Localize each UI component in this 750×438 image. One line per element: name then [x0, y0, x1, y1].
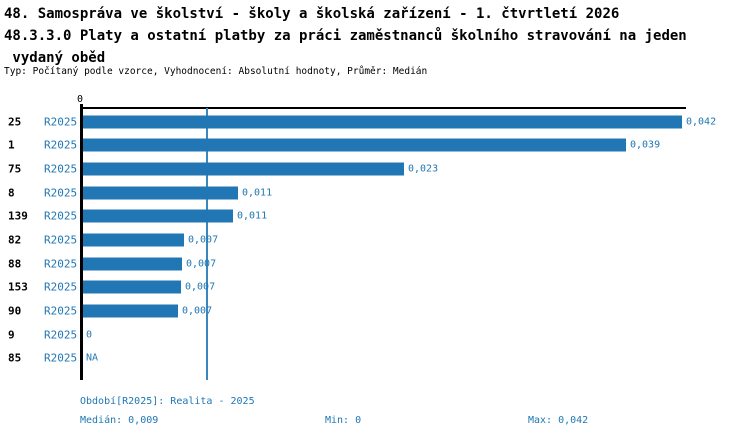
chart-row: 8 R2025 0,011 [0, 181, 750, 205]
series-label: R2025 [44, 162, 78, 176]
footer-max-label: Max: 0,042 [528, 415, 589, 426]
bar [83, 162, 404, 176]
x-axis-top-line [81, 107, 686, 109]
bar [83, 209, 233, 223]
bar-value-label: 0,023 [408, 163, 439, 175]
row-category-label: 139 [8, 209, 28, 223]
footer-period-label: Období[R2025]: Realita - 2025 [80, 396, 255, 407]
row-category-label: 153 [8, 280, 28, 294]
series-label: R2025 [44, 115, 78, 129]
row-category-label: 25 [8, 115, 22, 129]
page-title-line1: 48. Samospráva ve školství - školy a ško… [4, 6, 620, 22]
chart-row: 1 R2025 0,039 [0, 134, 750, 158]
bar [83, 138, 626, 152]
series-label: R2025 [44, 351, 78, 365]
row-category-label: 8 [8, 186, 15, 200]
chart-row: 75 R2025 0,023 [0, 157, 750, 181]
row-category-label: 75 [8, 162, 22, 176]
chart-row: 88 R2025 0,007 [0, 252, 750, 276]
series-label: R2025 [44, 304, 78, 318]
chart-row: 25 R2025 0,042 [0, 110, 750, 134]
page-title-line3: vydaný oběd [4, 50, 106, 66]
bar-value-label: 0,007 [182, 305, 213, 317]
series-label: R2025 [44, 186, 78, 200]
series-label: R2025 [44, 280, 78, 294]
bar-value-label: 0,007 [186, 258, 217, 270]
series-label: R2025 [44, 138, 78, 152]
chart-subtitle: Typ: Počítaný podle vzorce, Vyhodnocení:… [4, 66, 428, 77]
chart-row: 85 R2025 NA [0, 346, 750, 370]
bar-value-label: NA [86, 352, 99, 364]
page-title-line2: 48.3.3.0 Platy a ostatní platby za práci… [4, 28, 687, 44]
footer-min-label: Min: 0 [325, 415, 362, 426]
bar [83, 115, 682, 129]
bar-value-label: 0,042 [686, 116, 717, 128]
series-label: R2025 [44, 328, 78, 342]
bar-value-label: 0,011 [237, 210, 268, 222]
bar-value-label: 0 [86, 329, 93, 341]
y-axis-line [80, 104, 83, 380]
row-category-label: 82 [8, 233, 22, 247]
chart-row: 153 R2025 0,007 [0, 275, 750, 299]
series-label: R2025 [44, 257, 78, 271]
chart-row: 90 R2025 0,007 [0, 299, 750, 323]
bar [83, 280, 181, 294]
bar-value-label: 0,011 [242, 187, 273, 199]
chart-row: 139 R2025 0,011 [0, 205, 750, 229]
chart-row: 82 R2025 0,007 [0, 228, 750, 252]
series-label: R2025 [44, 233, 78, 247]
bar [83, 233, 184, 247]
row-category-label: 88 [8, 257, 22, 271]
axis-zero-tick-label: 0 [77, 94, 84, 105]
median-reference-line [206, 108, 208, 380]
bar [83, 186, 238, 200]
bar [83, 304, 178, 318]
row-category-label: 9 [8, 328, 15, 342]
bar [83, 257, 182, 271]
bar-chart: 25 R2025 0,042 1 R2025 0,039 75 R2025 0,023 8 R202… [0, 110, 750, 370]
row-category-label: 90 [8, 304, 22, 318]
bar-value-label: 0,007 [188, 234, 219, 246]
bar-value-label: 0,007 [185, 281, 216, 293]
row-category-label: 1 [8, 138, 15, 152]
footer-median-label: Medián: 0,009 [80, 415, 159, 426]
chart-row: 9 R2025 0 [0, 323, 750, 347]
series-label: R2025 [44, 209, 78, 223]
bar-value-label: 0,039 [630, 139, 661, 151]
row-category-label: 85 [8, 351, 22, 365]
